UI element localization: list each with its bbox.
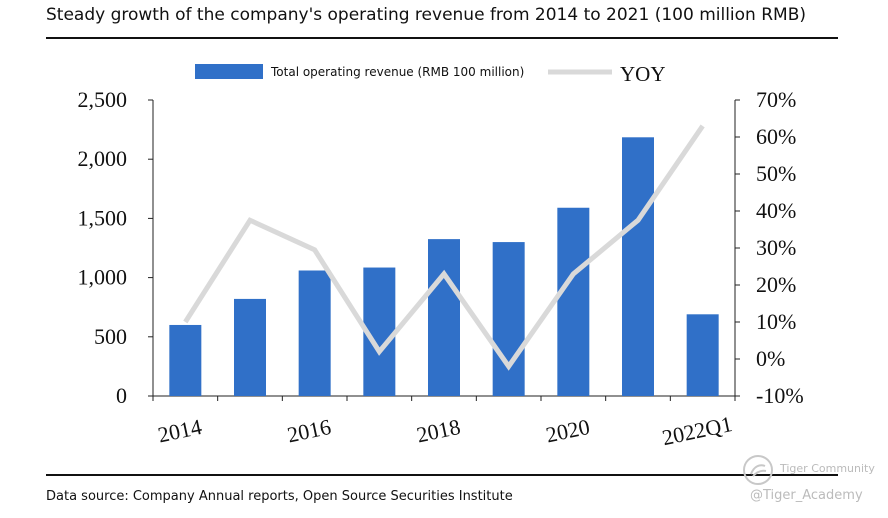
y-right-tick-label: 0%	[756, 346, 785, 371]
watermark: Tiger Community @Tiger_Academy	[742, 452, 882, 512]
y-left-tick-label: 0	[116, 383, 127, 408]
tiger-logo-icon	[743, 455, 773, 485]
x-tick-label: 2014	[156, 414, 204, 448]
page-title: Steady growth of the company's operating…	[46, 5, 807, 25]
revenue-bar	[234, 298, 266, 396]
y-left-tick-label: 2,000	[78, 146, 128, 171]
y-left-tick-label: 1,000	[78, 265, 128, 290]
x-tick-label: 2018	[414, 414, 462, 448]
yoy-line	[183, 124, 705, 371]
legend-swatch-revenue	[195, 64, 263, 79]
revenue-bar	[686, 314, 719, 396]
y-right-tick-label: 40%	[756, 198, 796, 223]
top-divider	[46, 37, 838, 39]
data-source-note: Data source: Company Annual reports, Ope…	[46, 489, 513, 504]
legend: Total operating revenue (RMB 100 million…	[195, 62, 666, 86]
x-tick-label: 2016	[285, 414, 333, 448]
y-right-tick-label: 50%	[756, 161, 796, 186]
legend-label-revenue: Total operating revenue (RMB 100 million…	[270, 65, 524, 79]
y-right-tick-label: -10%	[756, 383, 804, 408]
revenue-bar	[298, 270, 331, 396]
y-right-tick-label: 70%	[756, 87, 796, 112]
revenue-bar	[492, 242, 525, 396]
revenue-bar	[428, 239, 460, 396]
watermark-handle: @Tiger_Academy	[750, 488, 863, 503]
y-right-tick-label: 10%	[756, 309, 796, 334]
y-right-tick-label: 60%	[756, 124, 796, 149]
bottom-divider	[46, 474, 838, 476]
x-tick-label: 2020	[544, 414, 592, 448]
x-tick-label: 2022Q1	[660, 411, 735, 450]
y-left-tick-label: 2,500	[78, 87, 128, 112]
y-right-tick-label: 20%	[756, 272, 796, 297]
revenue-bars	[169, 137, 719, 396]
y-right-tick-label: 30%	[756, 235, 796, 260]
legend-label-yoy: YOY	[620, 62, 666, 86]
y-left-tick-label: 1,500	[78, 205, 128, 230]
revenue-bar	[169, 324, 202, 396]
revenue-bar	[557, 207, 590, 396]
y-left-tick-label: 500	[94, 324, 127, 349]
yoy-line-group	[183, 124, 705, 371]
revenue-bar	[622, 137, 654, 396]
watermark-community: Tiger Community	[780, 462, 875, 475]
